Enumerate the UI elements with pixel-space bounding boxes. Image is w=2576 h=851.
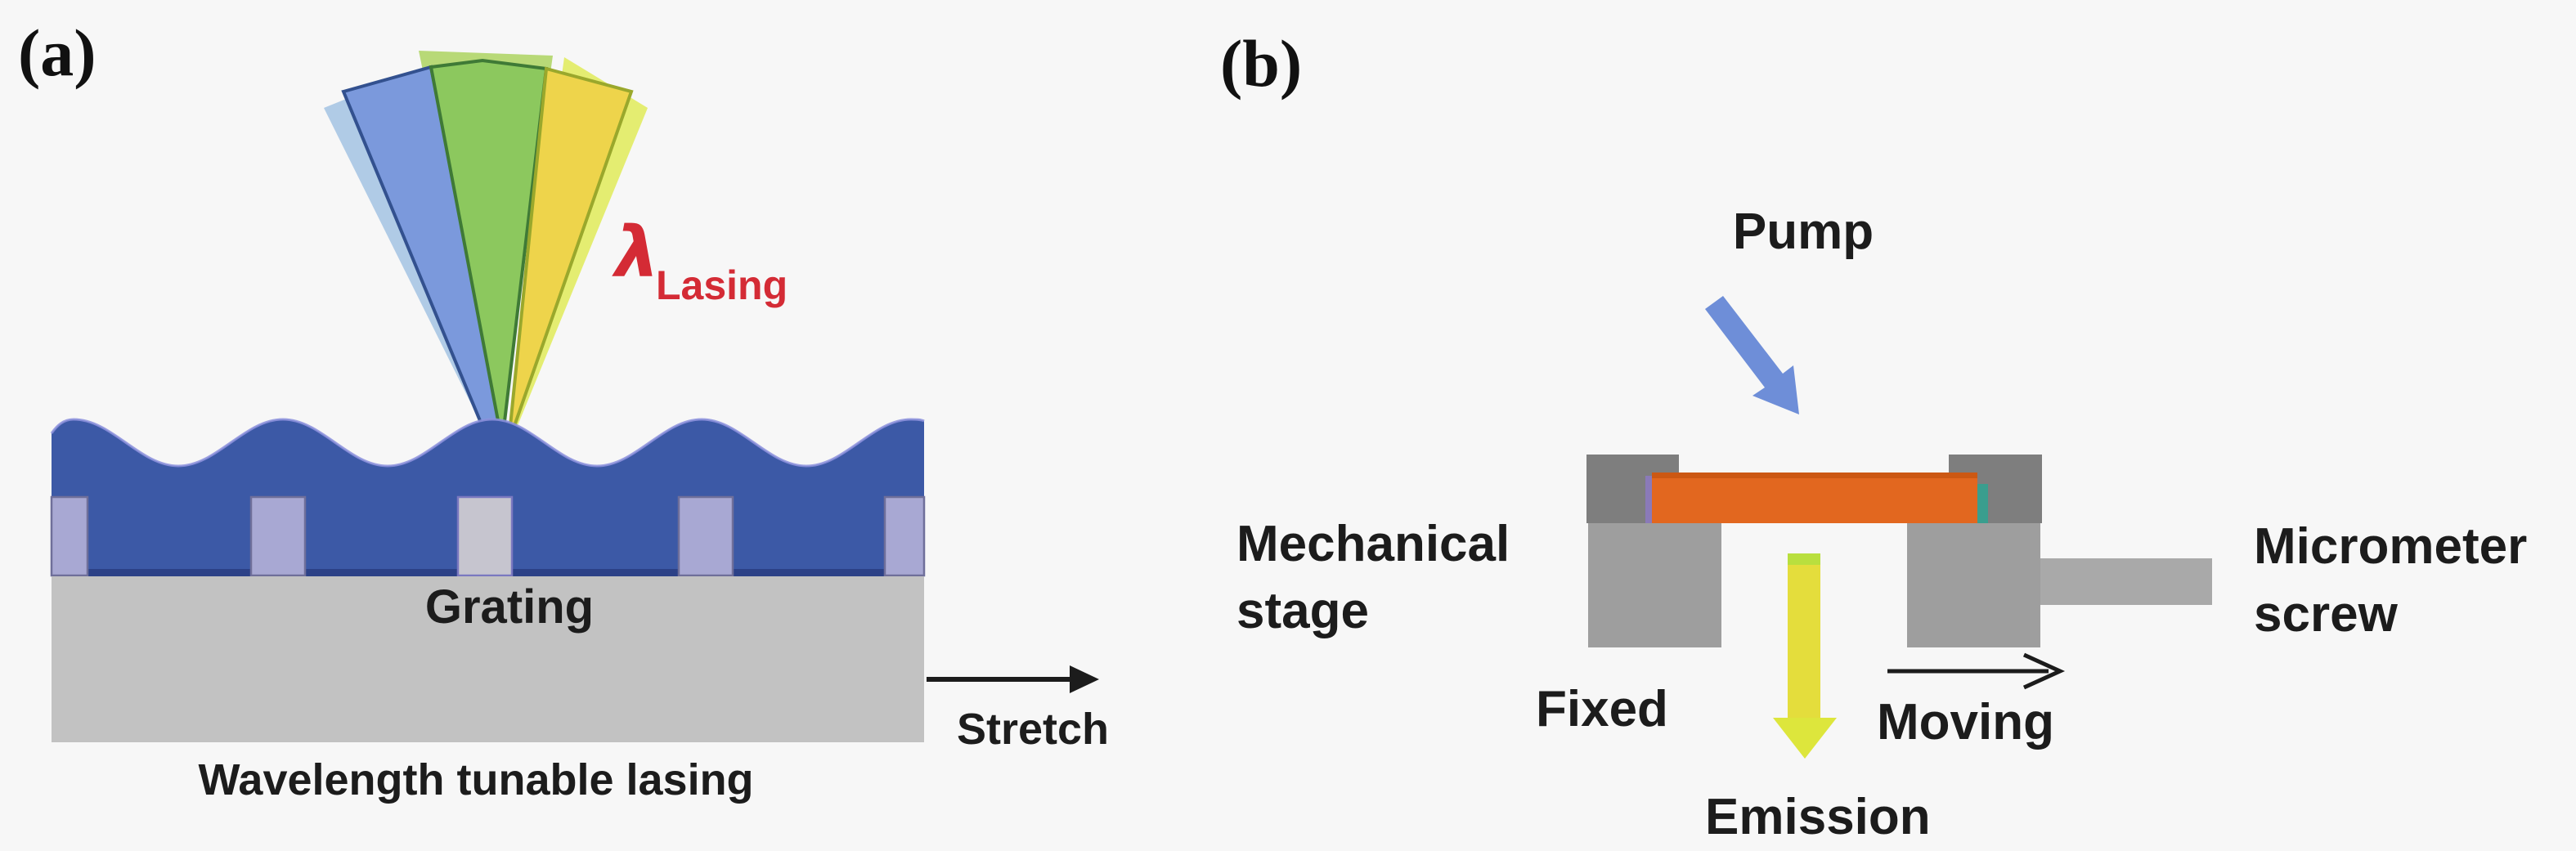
grating-pillar [883,495,926,577]
stage-fixed-pillar [1588,523,1721,647]
emission-arrow-cap [1788,553,1820,565]
micrometer-screw-label-line2: screw [2254,586,2399,643]
grating-wave-highlight [50,418,925,468]
panel-b: (b) Pump Mechanical stage Micrometer scr… [1220,26,2527,845]
grating-pillar [249,495,307,577]
moving-label: Moving [1877,694,2054,750]
panel-b-label: (b) [1220,26,1302,101]
moving-arrow-head [2022,652,2066,690]
grating-pillar-center [456,495,514,577]
emission-arrow-shaft [1788,553,1820,722]
panel-a-label: (a) [18,16,96,90]
sample-edge-sliver-violet [1645,476,1654,523]
beam-blue-shadow [324,72,491,443]
sample-film-top-edge [1652,473,1977,478]
beam-yellow [507,66,634,443]
grating-substrate [52,576,924,742]
pump-arrow [1705,296,1799,414]
mechanical-stage-label-line1: Mechanical [1236,516,1510,572]
sample-film-orange [1652,473,1977,523]
sample-edge-sliver-teal [1977,484,1988,523]
fixed-label: Fixed [1536,681,1668,737]
lambda-symbol: λ [612,212,659,293]
grating-pillar [677,495,734,577]
grating-pillar [50,495,89,577]
beam-yellow-shadow [511,57,648,441]
emission-arrow-head [1773,718,1837,759]
panel-a-caption: Wavelength tunable lasing [198,755,753,804]
emission-label: Emission [1705,789,1931,845]
stretch-label: Stretch [957,705,1109,754]
grating-label: Grating [425,580,594,634]
stage-moving-pillar [1907,523,2040,647]
micrometer-screw-shaft [2040,558,2212,605]
panel-a: (a) λ Lasing Grating Stretch W [18,16,1109,804]
lambda-subscript: Lasing [656,262,788,308]
micrometer-screw-label-line1: Micrometer [2254,518,2527,575]
pump-label: Pump [1733,204,1874,260]
mechanical-stage-label-line2: stage [1236,583,1369,639]
stretch-arrow-head [1070,665,1099,693]
